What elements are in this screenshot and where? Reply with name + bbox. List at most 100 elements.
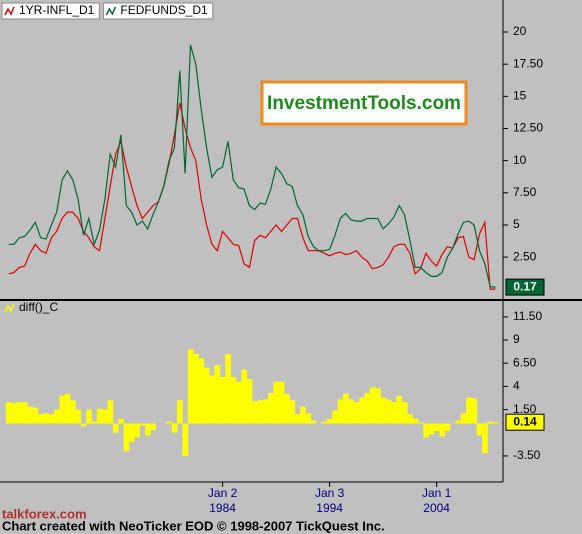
bar (391, 402, 397, 424)
y-tick-label: 11.50 (513, 309, 542, 323)
logo-box (260, 80, 468, 126)
legend-label: diff()_C (19, 300, 58, 314)
bar (268, 392, 274, 424)
bar (284, 393, 290, 424)
bar (16, 402, 23, 424)
bar (396, 395, 403, 424)
bar (310, 420, 317, 424)
bar (219, 377, 226, 424)
bar (466, 397, 472, 424)
x-tick-label: Jan 1 (422, 486, 452, 500)
last-value-label: 0.17 (513, 279, 537, 293)
bar (359, 397, 365, 424)
x-tick-label: Jan 2 (208, 486, 238, 500)
bar (417, 422, 424, 424)
bar (460, 413, 467, 424)
bar (375, 388, 381, 424)
bar (326, 418, 333, 424)
bar (134, 423, 140, 438)
bar (166, 421, 173, 424)
bar (305, 413, 312, 424)
bar (353, 402, 360, 424)
bar (145, 423, 151, 436)
bar (380, 397, 387, 424)
bar (177, 400, 183, 424)
y-tick-label: 4 (513, 379, 520, 393)
bar (412, 418, 419, 424)
bar (444, 423, 451, 431)
legend-item: diff()_C (4, 300, 58, 314)
bar (401, 402, 408, 424)
bar (128, 423, 135, 443)
bar (428, 423, 435, 435)
bar (230, 377, 237, 424)
legend-item: 1YR-INFL_D1 (1, 2, 100, 20)
bar (476, 423, 483, 436)
legend-box (102, 2, 214, 20)
x-tick-label: Jan 3 (315, 486, 345, 500)
bar (102, 409, 108, 424)
x-tick-year: 2004 (423, 501, 450, 515)
y-tick-label: 9 (513, 332, 520, 346)
bar (471, 398, 478, 424)
y-tick-label: 17.50 (513, 56, 543, 70)
bar (48, 414, 55, 424)
bar (364, 392, 371, 424)
bar (107, 400, 114, 424)
bar (300, 406, 306, 424)
y-tick-label: 7.50 (513, 185, 537, 199)
bar (123, 423, 130, 452)
last-value-box (505, 413, 545, 431)
bar (385, 399, 392, 424)
series-line (8, 44, 496, 288)
bar (343, 393, 349, 424)
bar (407, 414, 413, 424)
bar (246, 378, 253, 424)
bar (487, 421, 494, 424)
legend-box (1, 2, 100, 20)
y-tick-label: 6.50 (513, 355, 537, 369)
bar (214, 365, 221, 424)
bar (482, 423, 488, 454)
bar (273, 381, 280, 424)
bar (32, 407, 39, 424)
bar (235, 381, 242, 424)
legend-label: FEDFUNDS_D1 (120, 3, 208, 17)
bar (91, 421, 98, 424)
bar (96, 408, 103, 424)
bar (278, 381, 285, 424)
bar (289, 400, 296, 424)
bar (225, 353, 231, 424)
last-value-box (505, 278, 545, 296)
bar (75, 409, 82, 424)
bar (70, 400, 76, 424)
bar (43, 413, 49, 424)
bar (439, 423, 445, 437)
y-tick-label: 20 (513, 24, 527, 38)
bar (59, 395, 66, 424)
bar (54, 409, 60, 424)
legend-icon (4, 303, 15, 313)
bar (171, 423, 178, 433)
y-tick-label: 12.50 (513, 121, 543, 135)
legend-label: 1YR-INFL_D1 (19, 3, 95, 17)
bar (11, 403, 17, 424)
last-value-label: 0.14 (513, 414, 537, 428)
bar (21, 402, 28, 424)
bar (262, 399, 269, 424)
bar (332, 410, 338, 424)
bar (64, 393, 71, 424)
y-tick-label: 1.50 (513, 402, 537, 416)
bar (455, 420, 462, 424)
bar (150, 423, 157, 430)
bar (433, 423, 440, 431)
bar (337, 399, 344, 424)
y-tick-label: 10 (513, 153, 527, 167)
bar (252, 401, 258, 424)
y-tick-label: 15 (513, 89, 527, 103)
bar (241, 369, 247, 424)
bar (198, 358, 205, 424)
legend-item: FEDFUNDS_D1 (102, 2, 214, 20)
